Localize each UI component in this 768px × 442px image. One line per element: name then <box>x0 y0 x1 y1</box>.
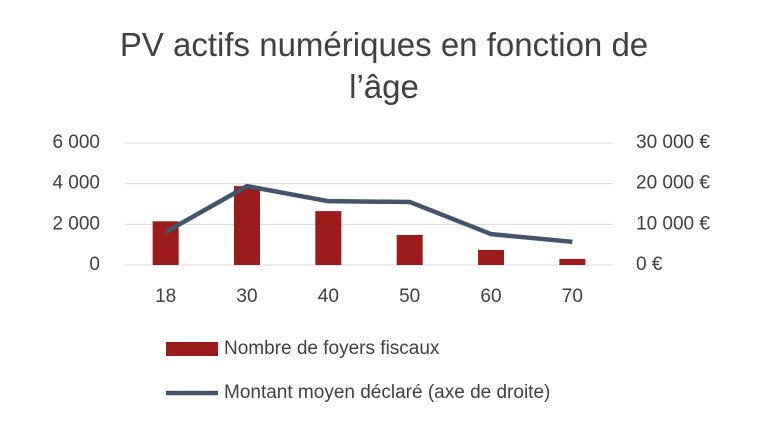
legend-label: Nombre de foyers fiscaux <box>224 338 440 359</box>
legend-swatch <box>166 342 218 356</box>
x-tick-label: 40 <box>318 286 339 307</box>
y2-tick-label: 30 000 € <box>636 132 710 153</box>
y2-tick-label: 0 € <box>636 254 663 275</box>
y2-tick-label: 10 000 € <box>636 213 710 234</box>
x-tick-label: 70 <box>562 286 583 307</box>
x-tick-label: 60 <box>480 286 501 307</box>
y-tick-label: 2 000 <box>52 213 100 234</box>
bar <box>396 234 423 265</box>
y-tick-label: 0 <box>89 254 100 275</box>
x-tick-label: 30 <box>236 286 257 307</box>
chart-title: PV actifs numériques en fonction de l’âg… <box>119 26 649 105</box>
x-tick-label: 18 <box>155 286 176 307</box>
x-tick-label: 50 <box>399 286 420 307</box>
bar <box>478 249 504 265</box>
y2-tick-label: 20 000 € <box>636 173 710 194</box>
line <box>164 183 573 245</box>
bar <box>234 186 260 265</box>
bar <box>559 258 586 265</box>
bar <box>315 211 342 265</box>
legend-label: Montant moyen déclaré (axe de droite) <box>224 382 550 403</box>
y-tick-label: 4 000 <box>52 173 100 194</box>
y-tick-label: 6 000 <box>52 132 100 153</box>
